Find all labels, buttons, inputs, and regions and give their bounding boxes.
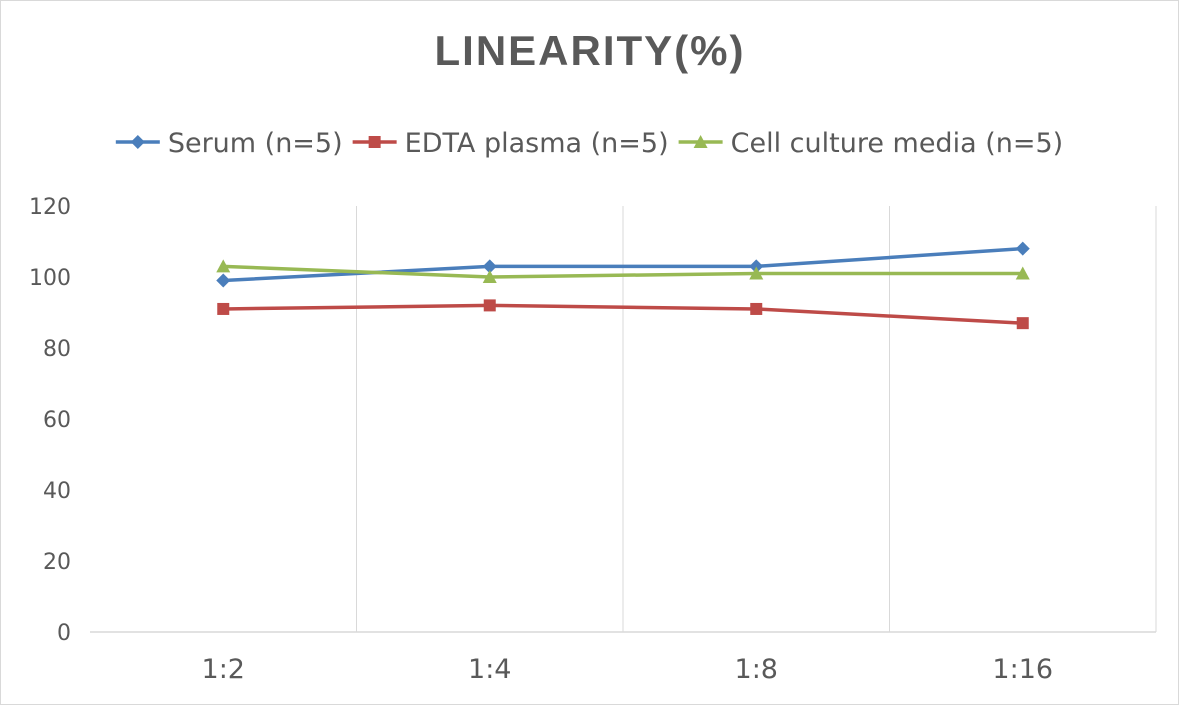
x-tick-label: 1:8 [735, 654, 778, 685]
x-axis-ticks: 1:2 1:4 1:8 1:16 [202, 654, 1054, 685]
data-point [483, 299, 496, 312]
data-point [217, 302, 230, 315]
data-point [482, 270, 497, 283]
series-line [223, 303, 1023, 325]
data-point [216, 273, 231, 288]
legend-item: Serum (n=5) [115, 128, 343, 159]
y-tick-label: 80 [43, 337, 71, 362]
legend-label: EDTA plasma (n=5) [405, 128, 669, 159]
y-tick-label: 60 [43, 408, 71, 433]
legend-item: EDTA plasma (n=5) [352, 128, 669, 159]
legend-swatch-marker [130, 135, 145, 149]
x-tick-label: 1:4 [468, 654, 511, 685]
series-line [223, 264, 1023, 279]
series-2 [217, 299, 1029, 330]
data-point [216, 259, 231, 273]
y-tick-label: 20 [43, 550, 71, 575]
y-axis-ticks: 0 20 40 60 80 100 120 [29, 195, 71, 646]
data-point [1016, 317, 1029, 330]
data-point [749, 259, 764, 274]
data-point [482, 259, 497, 274]
legend-item: Cell culture media (n=5) [678, 128, 1064, 159]
y-tick-label: 40 [43, 479, 71, 504]
y-tick-label: 100 [29, 266, 71, 291]
chart-title: LINEARITY(%) [435, 27, 746, 74]
x-tick-label: 1:2 [202, 654, 245, 685]
data-point [750, 302, 763, 315]
series-1 [216, 241, 1030, 288]
data-point [749, 266, 764, 280]
series-group [216, 241, 1030, 330]
legend-label: Serum (n=5) [168, 128, 343, 159]
x-tick-label: 1:16 [992, 654, 1053, 685]
legend: Serum (n=5) EDTA plasma (n=5) Cell culture… [115, 128, 1064, 159]
series-3 [216, 259, 1030, 283]
data-point [1015, 266, 1030, 280]
legend-swatch-marker [693, 135, 708, 148]
legend-label: Cell culture media (n=5) [731, 128, 1064, 159]
legend-swatch-marker [368, 136, 381, 148]
data-point [1015, 241, 1030, 256]
y-tick-label: 120 [29, 195, 71, 220]
y-tick-label: 0 [57, 621, 71, 646]
series-line [223, 246, 1023, 283]
gridlines [356, 206, 1157, 632]
